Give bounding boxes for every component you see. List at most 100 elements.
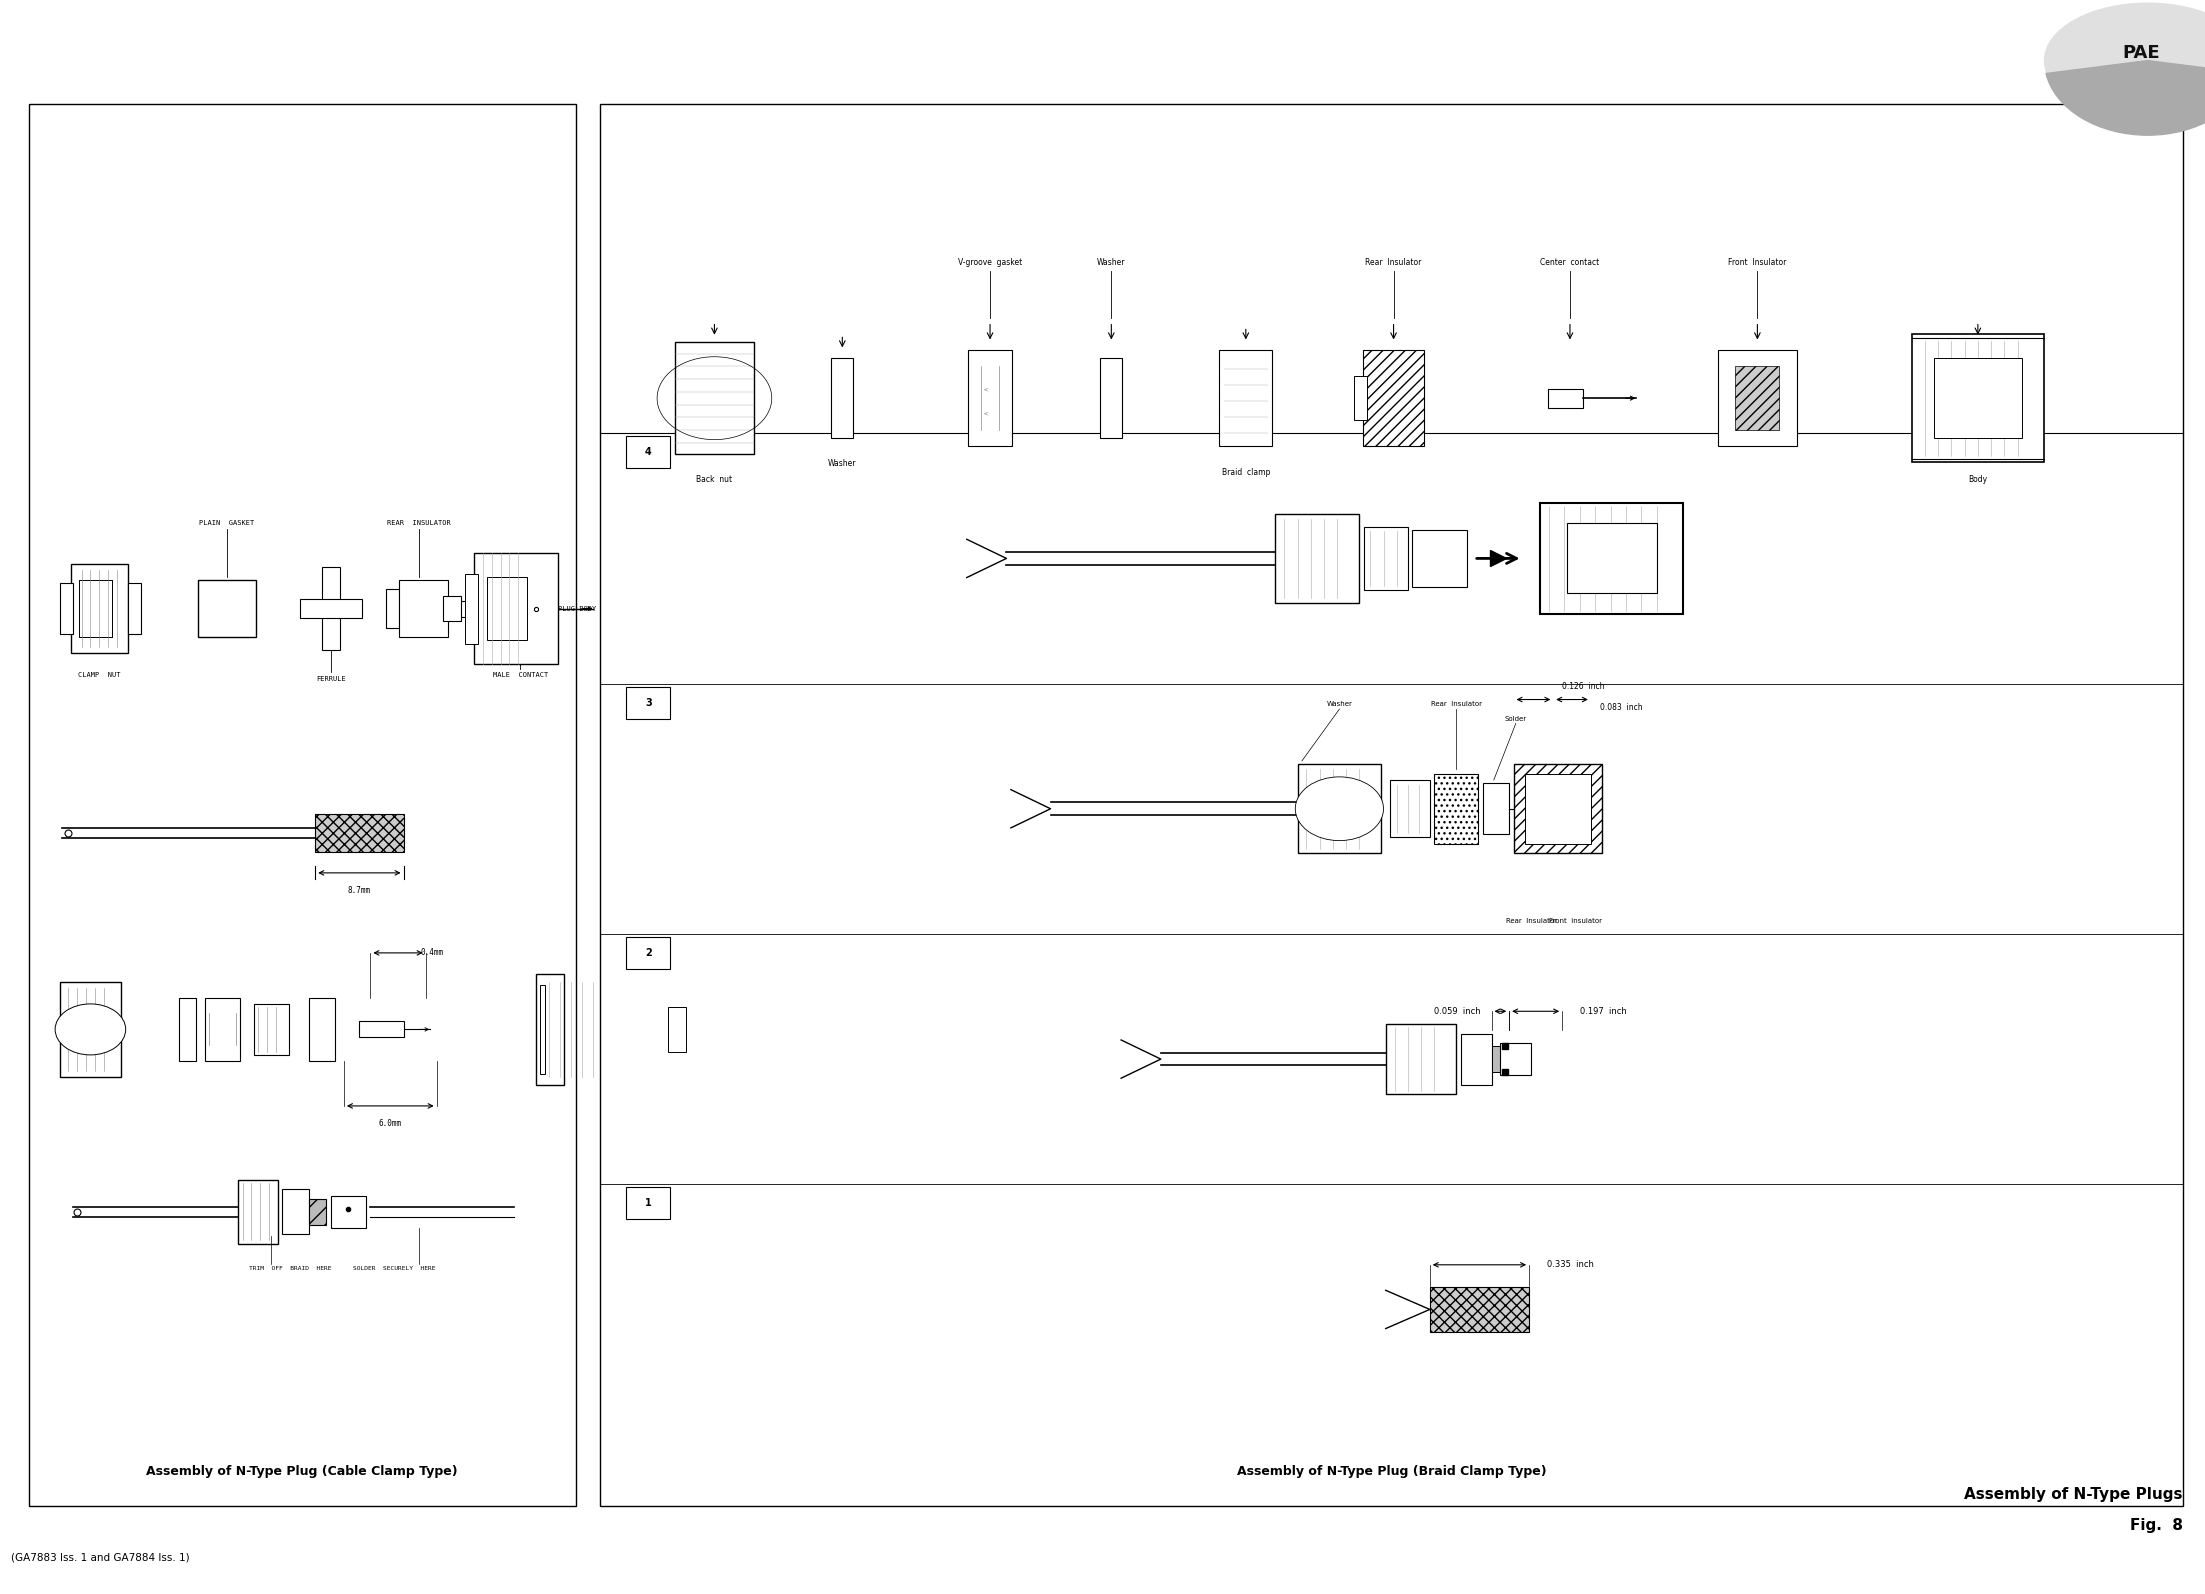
Bar [79,580,112,638]
Bar [254,1004,289,1055]
Text: PLUG BODY: PLUG BODY [558,606,595,612]
Bar [540,985,545,1074]
Bar [1389,779,1429,837]
Bar [315,815,404,853]
Bar [487,577,527,641]
Text: Fig.  8: Fig. 8 [2130,1519,2183,1533]
Bar [309,998,335,1062]
Bar [1491,1046,1508,1071]
Text: Front  Insulator: Front Insulator [1729,258,1786,268]
Bar [474,553,558,665]
Bar [1460,1033,1491,1084]
Bar [668,1007,686,1052]
Text: Washer: Washer [1098,258,1125,268]
Text: 3: 3 [644,698,653,708]
Bar [1433,773,1477,843]
Text: 8.7mm: 8.7mm [348,886,370,894]
Bar [331,1196,366,1227]
Bar [71,564,128,654]
Circle shape [55,1004,126,1055]
Text: 0.335  inch: 0.335 inch [1546,1261,1594,1269]
Bar [1499,1042,1530,1074]
Bar [309,1199,326,1224]
Bar [1548,389,1583,408]
Text: Rear  Insulator: Rear Insulator [1431,701,1482,708]
Text: Assembly of N-Type Plugs: Assembly of N-Type Plugs [1965,1487,2183,1502]
Bar [282,1189,309,1234]
Text: CLAMP  NUT: CLAMP NUT [77,673,121,679]
Text: Rear  Insulator: Rear Insulator [1506,918,1557,925]
Bar [626,1188,670,1219]
Text: Body: Body [1969,475,1987,483]
Wedge shape [2046,61,2205,135]
Text: TRIM  OFF  BRAID  HERE: TRIM OFF BRAID HERE [249,1266,331,1270]
Text: Front  insulator: Front insulator [1548,918,1601,925]
Bar [1274,513,1358,603]
Bar [399,580,448,638]
Bar [79,580,112,638]
Bar [1482,783,1508,834]
Bar [831,359,853,438]
Text: <: < [983,411,988,418]
Text: Rear  Insulator: Rear Insulator [1365,258,1422,268]
Text: MALE  CONTACT: MALE CONTACT [492,673,549,679]
Text: (GA7883 Iss. 1 and GA7884 Iss. 1): (GA7883 Iss. 1 and GA7884 Iss. 1) [11,1553,190,1562]
Text: 0.083  inch: 0.083 inch [1599,703,1643,713]
Bar [675,343,754,454]
Circle shape [1294,776,1383,840]
Text: 1: 1 [644,1199,653,1208]
Bar [1934,359,2022,438]
Bar [536,974,564,1086]
Bar [968,351,1012,446]
Bar [238,1180,278,1243]
Bar [1718,351,1797,446]
Bar [1735,367,1779,430]
Text: 0.126  inch: 0.126 inch [1561,682,1605,692]
Bar [1354,376,1367,421]
Text: Washer: Washer [829,459,856,467]
Text: Center  contact: Center contact [1541,258,1599,268]
Bar [205,998,240,1062]
Text: PLAIN  GASKET: PLAIN GASKET [198,520,256,526]
Bar [60,583,73,634]
Text: 6.0mm: 6.0mm [379,1119,401,1127]
Bar [79,580,112,638]
Text: 0.059  inch: 0.059 inch [1433,1007,1480,1015]
Bar [465,574,478,644]
Bar [454,601,531,617]
Bar [198,580,256,638]
Bar [1363,351,1424,446]
Bar [1566,523,1656,593]
Text: PAE: PAE [2121,43,2161,62]
Bar [626,437,670,469]
Bar [1219,351,1272,446]
Bar [600,104,2183,1506]
Bar [179,998,196,1062]
Text: Solder: Solder [1504,716,1526,722]
Bar [386,590,399,628]
Bar [626,687,670,719]
Text: 2: 2 [644,948,653,958]
Bar [1411,529,1466,587]
Bar [1513,764,1601,853]
Text: 0.197  inch: 0.197 inch [1579,1007,1627,1015]
Bar [1429,1286,1528,1331]
Text: REAR  INSULATOR: REAR INSULATOR [388,520,450,526]
Text: Braid  clamp: Braid clamp [1222,469,1270,477]
Bar [443,596,461,622]
Bar [359,1022,404,1038]
Bar [1524,773,1590,843]
Bar [1912,335,2044,462]
Bar [626,937,670,969]
Bar [1385,1023,1455,1093]
Text: SOLDER  SECURELY  HERE: SOLDER SECURELY HERE [353,1266,434,1270]
Bar [60,982,121,1078]
Ellipse shape [2044,3,2205,118]
Text: 4: 4 [644,448,653,457]
Text: Back  nut: Back nut [697,475,732,483]
Text: <: < [983,387,988,394]
Bar [1297,764,1380,853]
Bar [29,104,576,1506]
Bar [322,567,340,650]
Bar [1363,526,1407,590]
